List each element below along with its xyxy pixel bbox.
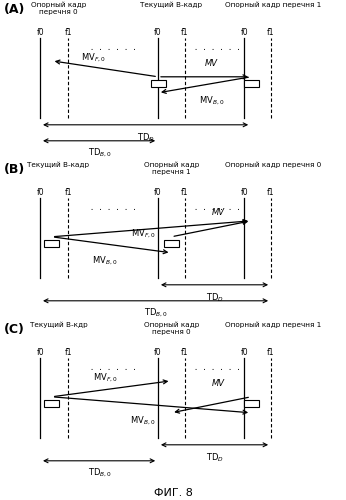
Text: . . . . . .: . . . . . . <box>90 365 137 371</box>
Text: MV$_{F,0}$: MV$_{F,0}$ <box>81 52 106 64</box>
Text: Текущий В-кдр: Текущий В-кдр <box>29 322 87 328</box>
Text: Опорный кадр
перечня 0: Опорный кадр перечня 0 <box>144 322 199 334</box>
Text: f1: f1 <box>267 348 275 357</box>
Text: MV$_{F,0}$: MV$_{F,0}$ <box>131 228 155 239</box>
Text: ФИГ. 8: ФИГ. 8 <box>154 488 192 498</box>
Text: f1: f1 <box>181 188 188 197</box>
Text: . . . . . .: . . . . . . <box>194 45 241 51</box>
Text: f0: f0 <box>36 28 44 37</box>
Text: Опорный кадр перечня 0: Опорный кадр перечня 0 <box>225 162 321 168</box>
Text: (A): (A) <box>3 3 25 16</box>
Text: . . . . . .: . . . . . . <box>90 45 137 51</box>
Text: TD$_{D}$: TD$_{D}$ <box>137 131 155 143</box>
Text: f1: f1 <box>181 348 188 357</box>
Text: TD$_{B,0}$: TD$_{B,0}$ <box>144 307 169 320</box>
Text: Опорный кадр перечня 1: Опорный кадр перечня 1 <box>225 322 321 328</box>
Text: f0: f0 <box>240 28 248 37</box>
Text: MV: MV <box>211 380 224 388</box>
Text: MV: MV <box>211 208 224 218</box>
Text: f1: f1 <box>65 28 72 37</box>
Text: f1: f1 <box>267 188 275 197</box>
Text: Опорный кадр
перечня 0: Опорный кадр перечня 0 <box>31 2 86 15</box>
Text: TD$_{D}$: TD$_{D}$ <box>206 451 224 464</box>
Text: f0: f0 <box>36 348 44 357</box>
Text: MV$_{B,0}$: MV$_{B,0}$ <box>130 414 156 427</box>
Text: MV: MV <box>205 60 218 68</box>
Text: TD$_{D}$: TD$_{D}$ <box>206 291 224 304</box>
Text: . . . . . .: . . . . . . <box>194 365 241 371</box>
Text: f1: f1 <box>65 348 72 357</box>
Text: Текущий В-кадр: Текущий В-кадр <box>27 162 90 168</box>
Text: f1: f1 <box>181 28 188 37</box>
Text: f0: f0 <box>154 188 162 197</box>
Text: f1: f1 <box>267 28 275 37</box>
Bar <box>44 240 59 247</box>
Text: TD$_{B,0}$: TD$_{B,0}$ <box>88 467 112 479</box>
Text: f0: f0 <box>36 188 44 197</box>
Text: f0: f0 <box>240 188 248 197</box>
Text: Текущий В-кадр: Текущий В-кадр <box>140 2 202 8</box>
Bar <box>164 240 179 247</box>
Bar <box>244 80 258 87</box>
Text: MV$_{B,0}$: MV$_{B,0}$ <box>199 94 224 107</box>
Text: MV$_{F,0}$: MV$_{F,0}$ <box>92 372 117 384</box>
Bar <box>151 80 165 87</box>
Text: f1: f1 <box>65 188 72 197</box>
Text: (C): (C) <box>3 323 25 336</box>
Bar <box>244 400 258 407</box>
Text: f0: f0 <box>240 348 248 357</box>
Text: MV$_{B,0}$: MV$_{B,0}$ <box>92 254 118 267</box>
Text: (B): (B) <box>3 163 25 176</box>
Text: f0: f0 <box>154 348 162 357</box>
Text: Опорный кадр перечня 1: Опорный кадр перечня 1 <box>225 2 321 8</box>
Bar <box>44 400 59 407</box>
Text: f0: f0 <box>154 28 162 37</box>
Text: . . . . . .: . . . . . . <box>194 205 241 211</box>
Text: TD$_{B,0}$: TD$_{B,0}$ <box>88 147 112 160</box>
Text: Опорный кадр
перечня 1: Опорный кадр перечня 1 <box>144 162 199 174</box>
Text: . . . . . .: . . . . . . <box>90 205 137 211</box>
